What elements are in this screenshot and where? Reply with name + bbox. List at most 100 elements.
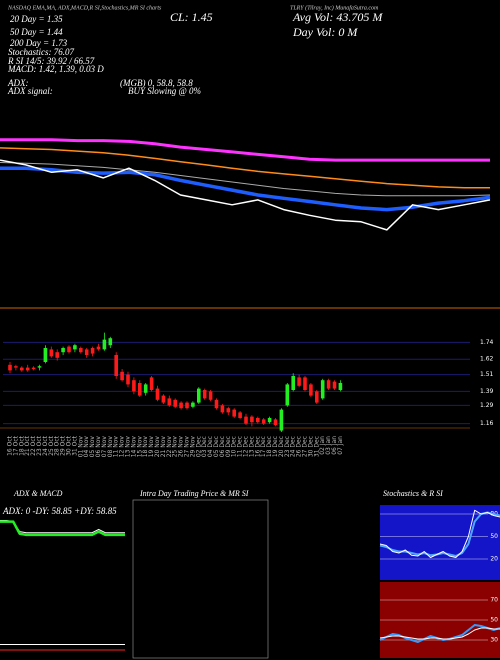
candle-body	[37, 366, 42, 368]
x-tick-label: 13 Dec	[248, 436, 255, 457]
candle-body	[256, 418, 260, 423]
candle-body	[315, 391, 319, 403]
y-tick-label: 30	[490, 637, 498, 644]
candle-body	[143, 384, 148, 393]
annotation: Stochastics: 76.07	[8, 47, 74, 57]
candle-body	[132, 380, 136, 392]
x-tick-label: 24 Oct	[42, 435, 49, 456]
x-tick-label: 18 Dec	[266, 436, 273, 457]
y-tick-label: 1.62	[480, 356, 494, 363]
x-tick-label: 22 Oct	[30, 435, 37, 456]
y-tick-label: 50	[490, 533, 498, 540]
candle-body	[285, 384, 290, 406]
y-tick-label: 1.51	[480, 371, 494, 378]
x-tick-label: 13 Nov	[125, 436, 132, 458]
y-tick-label: 70	[490, 597, 498, 604]
candle-body	[20, 367, 24, 371]
x-tick-label: 05 Nov	[89, 436, 96, 458]
candle-body	[102, 339, 107, 350]
candle-body	[14, 366, 18, 368]
x-tick-label: 12 Dec	[243, 436, 250, 457]
annotation: R SI 14/5: 39.92 / 66.57	[7, 56, 95, 66]
x-tick-label: 04 Nov	[83, 436, 90, 458]
candle-body	[244, 416, 248, 424]
annotation: ADX: 0 -DY: 58.85 +DY: 58.85	[2, 506, 117, 516]
candle-body	[114, 355, 118, 376]
x-tick-label: 30 Dec	[307, 436, 314, 457]
candle-body	[173, 399, 177, 407]
x-tick-label: 22 Nov	[166, 436, 173, 458]
x-tick-label: 20 Dec	[278, 436, 285, 457]
annotation: Avg Vol: 43.705 M	[292, 10, 383, 24]
panel-background	[380, 505, 500, 580]
x-tick-label: 03 Dec	[201, 436, 208, 457]
x-tick-label: 26 Dec	[296, 436, 303, 457]
x-tick-label: 30 Oct	[66, 435, 73, 456]
annotation: 200 Day = 1.73	[10, 38, 68, 48]
x-tick-label: 19 Dec	[272, 436, 279, 457]
x-tick-label: 07 Nov	[101, 436, 108, 458]
x-tick-label: 16 Oct	[7, 435, 14, 456]
candle-body	[250, 416, 254, 423]
x-tick-label: 15 Nov	[136, 436, 143, 458]
candle-body	[191, 402, 195, 407]
y-tick-label: 1.74	[480, 339, 494, 346]
x-tick-label: 01 Nov	[77, 436, 84, 458]
candle-body	[79, 348, 83, 353]
series-line	[379, 627, 500, 640]
candle-body	[161, 395, 166, 403]
candle-body	[267, 418, 272, 423]
candle-body	[238, 412, 242, 418]
panel-title: Stochastics & R SI	[383, 489, 443, 498]
candle-body	[226, 408, 231, 413]
x-tick-label: 16 Dec	[254, 436, 261, 457]
x-tick-label: 12 Nov	[119, 436, 126, 458]
x-tick-label: 07 Jan	[337, 436, 344, 455]
series-line	[0, 520, 125, 534]
x-tick-label: 02 Jan	[319, 436, 326, 455]
x-tick-label: 18 Nov	[142, 436, 149, 458]
candle-body	[67, 346, 71, 353]
candle-body	[25, 367, 30, 371]
annotation: ADX:	[7, 78, 29, 88]
x-tick-label: 28 Oct	[54, 435, 61, 456]
candle-body	[261, 419, 266, 424]
candle-body	[214, 399, 219, 409]
series-line	[0, 147, 490, 189]
x-tick-label: 14 Nov	[130, 436, 137, 458]
annotation: (MGB) 0, 58.8, 58.8	[120, 78, 193, 88]
x-tick-label: 17 Oct	[12, 435, 19, 456]
candle-body	[279, 409, 284, 431]
annotation: CL: 1.45	[170, 10, 213, 24]
candle-body	[90, 348, 95, 354]
y-tick-label: 1.39	[480, 388, 494, 395]
intraday-box	[132, 499, 269, 659]
x-tick-label: 26 Nov	[178, 436, 185, 458]
annotation: 20 Day = 1.35	[10, 14, 63, 24]
x-tick-label: 27 Dec	[302, 436, 309, 457]
x-tick-label: 05 Dec	[213, 436, 220, 457]
candle-body	[167, 398, 172, 406]
y-tick-label: 50	[490, 617, 498, 624]
candle-body	[297, 377, 301, 386]
x-tick-label: 29 Oct	[60, 435, 67, 456]
annotation: ADX signal:	[7, 86, 53, 96]
annotation: Day Vol: 0 M	[292, 25, 358, 39]
candle-body	[338, 383, 343, 390]
x-tick-label: 04 Dec	[207, 436, 214, 457]
candle-body	[320, 380, 325, 399]
candle-body	[291, 376, 295, 390]
x-tick-label: 21 Oct	[24, 435, 31, 456]
candle-body	[55, 352, 59, 358]
x-tick-label: 31 Oct	[71, 435, 78, 456]
candle-body	[73, 345, 77, 350]
x-tick-label: 02 Dec	[195, 436, 202, 457]
candle-body	[185, 402, 189, 409]
candle-body	[120, 371, 124, 381]
x-tick-label: 21 Nov	[160, 436, 167, 458]
candle-body	[309, 384, 313, 396]
candle-body	[49, 349, 54, 357]
x-tick-label: 09 Dec	[225, 436, 232, 457]
series-line	[0, 138, 490, 162]
candle-body	[84, 349, 89, 355]
